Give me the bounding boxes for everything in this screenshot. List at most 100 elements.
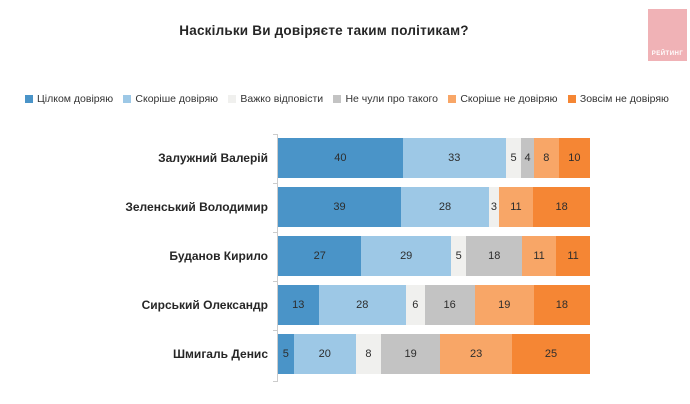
legend-swatch-icon: [123, 95, 132, 103]
axis-tick: [273, 183, 277, 184]
legend-swatch-icon: [333, 95, 342, 103]
bar-value-label: 8: [543, 152, 550, 164]
bar-value-label: 25: [544, 348, 558, 360]
bar-value-label: 28: [356, 299, 369, 311]
chart-area: Залужний Валерій 40 33 5 4 8 10 Зеленський Воло…: [0, 134, 690, 388]
bar-segment: 8: [533, 138, 559, 178]
legend-swatch-icon: [567, 95, 576, 103]
bar-segment: 6: [405, 285, 425, 325]
category-label: Зеленський Володимир: [125, 200, 268, 214]
legend-item: Зовсім не довіряю: [567, 93, 669, 105]
legend-item-label: Зовсім не довіряю: [579, 93, 669, 105]
bar-segment: 28: [318, 285, 406, 325]
bar-segment: 29: [361, 236, 451, 276]
chart-row: Сирський Олександр 13 28 6 16 19 18: [0, 285, 690, 325]
bar-value-label: 29: [400, 250, 413, 262]
legend-item-label: Не чули про такого: [345, 93, 438, 105]
chart-row: Буданов Кирило 27 29 5 18 11 11: [0, 236, 690, 276]
legend-item-label: Скоріше не довіряю: [460, 93, 558, 105]
axis-tick: [273, 330, 277, 331]
bar-value-label: 20: [318, 348, 331, 360]
legend-item-label: Важко відповісти: [240, 93, 324, 105]
bar-segment: 40: [278, 138, 403, 178]
category-label: Шмигаль Денис: [173, 347, 268, 361]
bar-value-label: 5: [510, 152, 517, 164]
bar-segment: 5: [505, 138, 522, 178]
legend-item: Не чули про такого: [333, 93, 438, 105]
legend-item-label: Цілком довіряю: [37, 93, 114, 105]
bar-value-label: 4: [524, 152, 531, 164]
legend-item: Важко відповісти: [228, 93, 323, 105]
legend: Цілком довіряю Скоріше довіряю Важко відпо…: [25, 91, 669, 107]
bar-segment: 11: [556, 236, 591, 276]
bar-value-label: 19: [498, 299, 511, 311]
bar-segment: 18: [533, 187, 591, 227]
stacked-bar: 27 29 5 18 11 11: [278, 236, 591, 276]
bar-value-label: 16: [443, 299, 456, 311]
bar-segment: 16: [424, 285, 475, 325]
bar-value-label: 18: [555, 299, 569, 311]
chart-title: Наскільки Ви довіряєте таким політикам?: [179, 23, 469, 38]
stacked-bar: 13 28 6 16 19 18: [278, 285, 590, 325]
bar-segment: 10: [558, 138, 590, 178]
bar-value-label: 18: [488, 250, 501, 262]
bar-value-label: 8: [365, 348, 372, 360]
category-label: Залужний Валерій: [158, 151, 268, 165]
bar-segment: 33: [402, 138, 506, 178]
stacked-bar: 40 33 5 4 8 10: [278, 138, 590, 178]
bar-value-label: 40: [334, 152, 347, 164]
bar-value-label: 3: [490, 201, 497, 213]
bar-segment: 8: [356, 334, 381, 374]
category-label: Сирський Олександр: [141, 298, 268, 312]
bar-segment: 19: [474, 285, 534, 325]
legend-item-label: Скоріше довіряю: [135, 93, 219, 105]
bar-segment: 11: [522, 236, 557, 276]
legend-swatch-icon: [25, 95, 33, 103]
bar-value-label: 27: [313, 250, 326, 262]
bar-value-label: 28: [438, 201, 452, 213]
bar-value-label: 33: [448, 152, 461, 164]
bar-value-label: 39: [333, 201, 346, 213]
bar-segment: 25: [512, 334, 590, 374]
rating-logo-label: РЕЙТИНГ: [651, 51, 684, 57]
bar-segment: 20: [293, 334, 356, 374]
bar-value-label: 5: [282, 348, 289, 360]
axis-tick: [273, 281, 277, 282]
bar-segment: 5: [278, 334, 294, 374]
bar-value-label: 23: [469, 348, 483, 360]
bar-segment: 39: [278, 187, 401, 227]
bar-segment: 11: [498, 187, 534, 227]
bar-value-label: 11: [533, 250, 545, 262]
bar-segment: 4: [521, 138, 534, 178]
bar-segment: 23: [440, 334, 512, 374]
bar-value-label: 19: [404, 348, 417, 360]
chart-row: Залужний Валерій 40 33 5 4 8 10: [0, 138, 690, 178]
axis-tick: [273, 134, 277, 135]
bar-value-label: 18: [555, 201, 568, 213]
stacked-bar: 39 28 3 11 18: [278, 187, 591, 227]
bar-segment: 3: [489, 187, 499, 227]
bar-segment: 28: [400, 187, 490, 227]
bar-value-label: 11: [567, 250, 579, 262]
bar-segment: 13: [278, 285, 319, 325]
bar-segment: 19: [380, 334, 441, 374]
bar-value-label: 13: [292, 299, 305, 311]
category-label: Буданов Кирило: [169, 249, 268, 263]
bar-segment: 5: [450, 236, 467, 276]
legend-item: Скоріше довіряю: [123, 93, 218, 105]
bar-value-label: 6: [412, 299, 419, 311]
bar-value-label: 11: [510, 201, 522, 213]
legend-swatch-icon: [228, 95, 237, 103]
bar-value-label: 10: [568, 152, 581, 164]
chart-row: Шмигаль Денис 5 20 8 19 23 25: [0, 334, 690, 374]
y-axis-line: [277, 134, 278, 382]
legend-item: Цілком довіряю: [25, 93, 113, 105]
axis-tick: [273, 232, 277, 233]
rating-group-logo: РЕЙТИНГ: [648, 9, 687, 61]
axis-tick: [273, 381, 277, 382]
bar-segment: 18: [533, 285, 590, 325]
chart-row: Зеленський Володимир 39 28 3 11 18: [0, 187, 690, 227]
bar-segment: 18: [466, 236, 523, 276]
stacked-bar: 5 20 8 19 23 25: [278, 334, 590, 374]
